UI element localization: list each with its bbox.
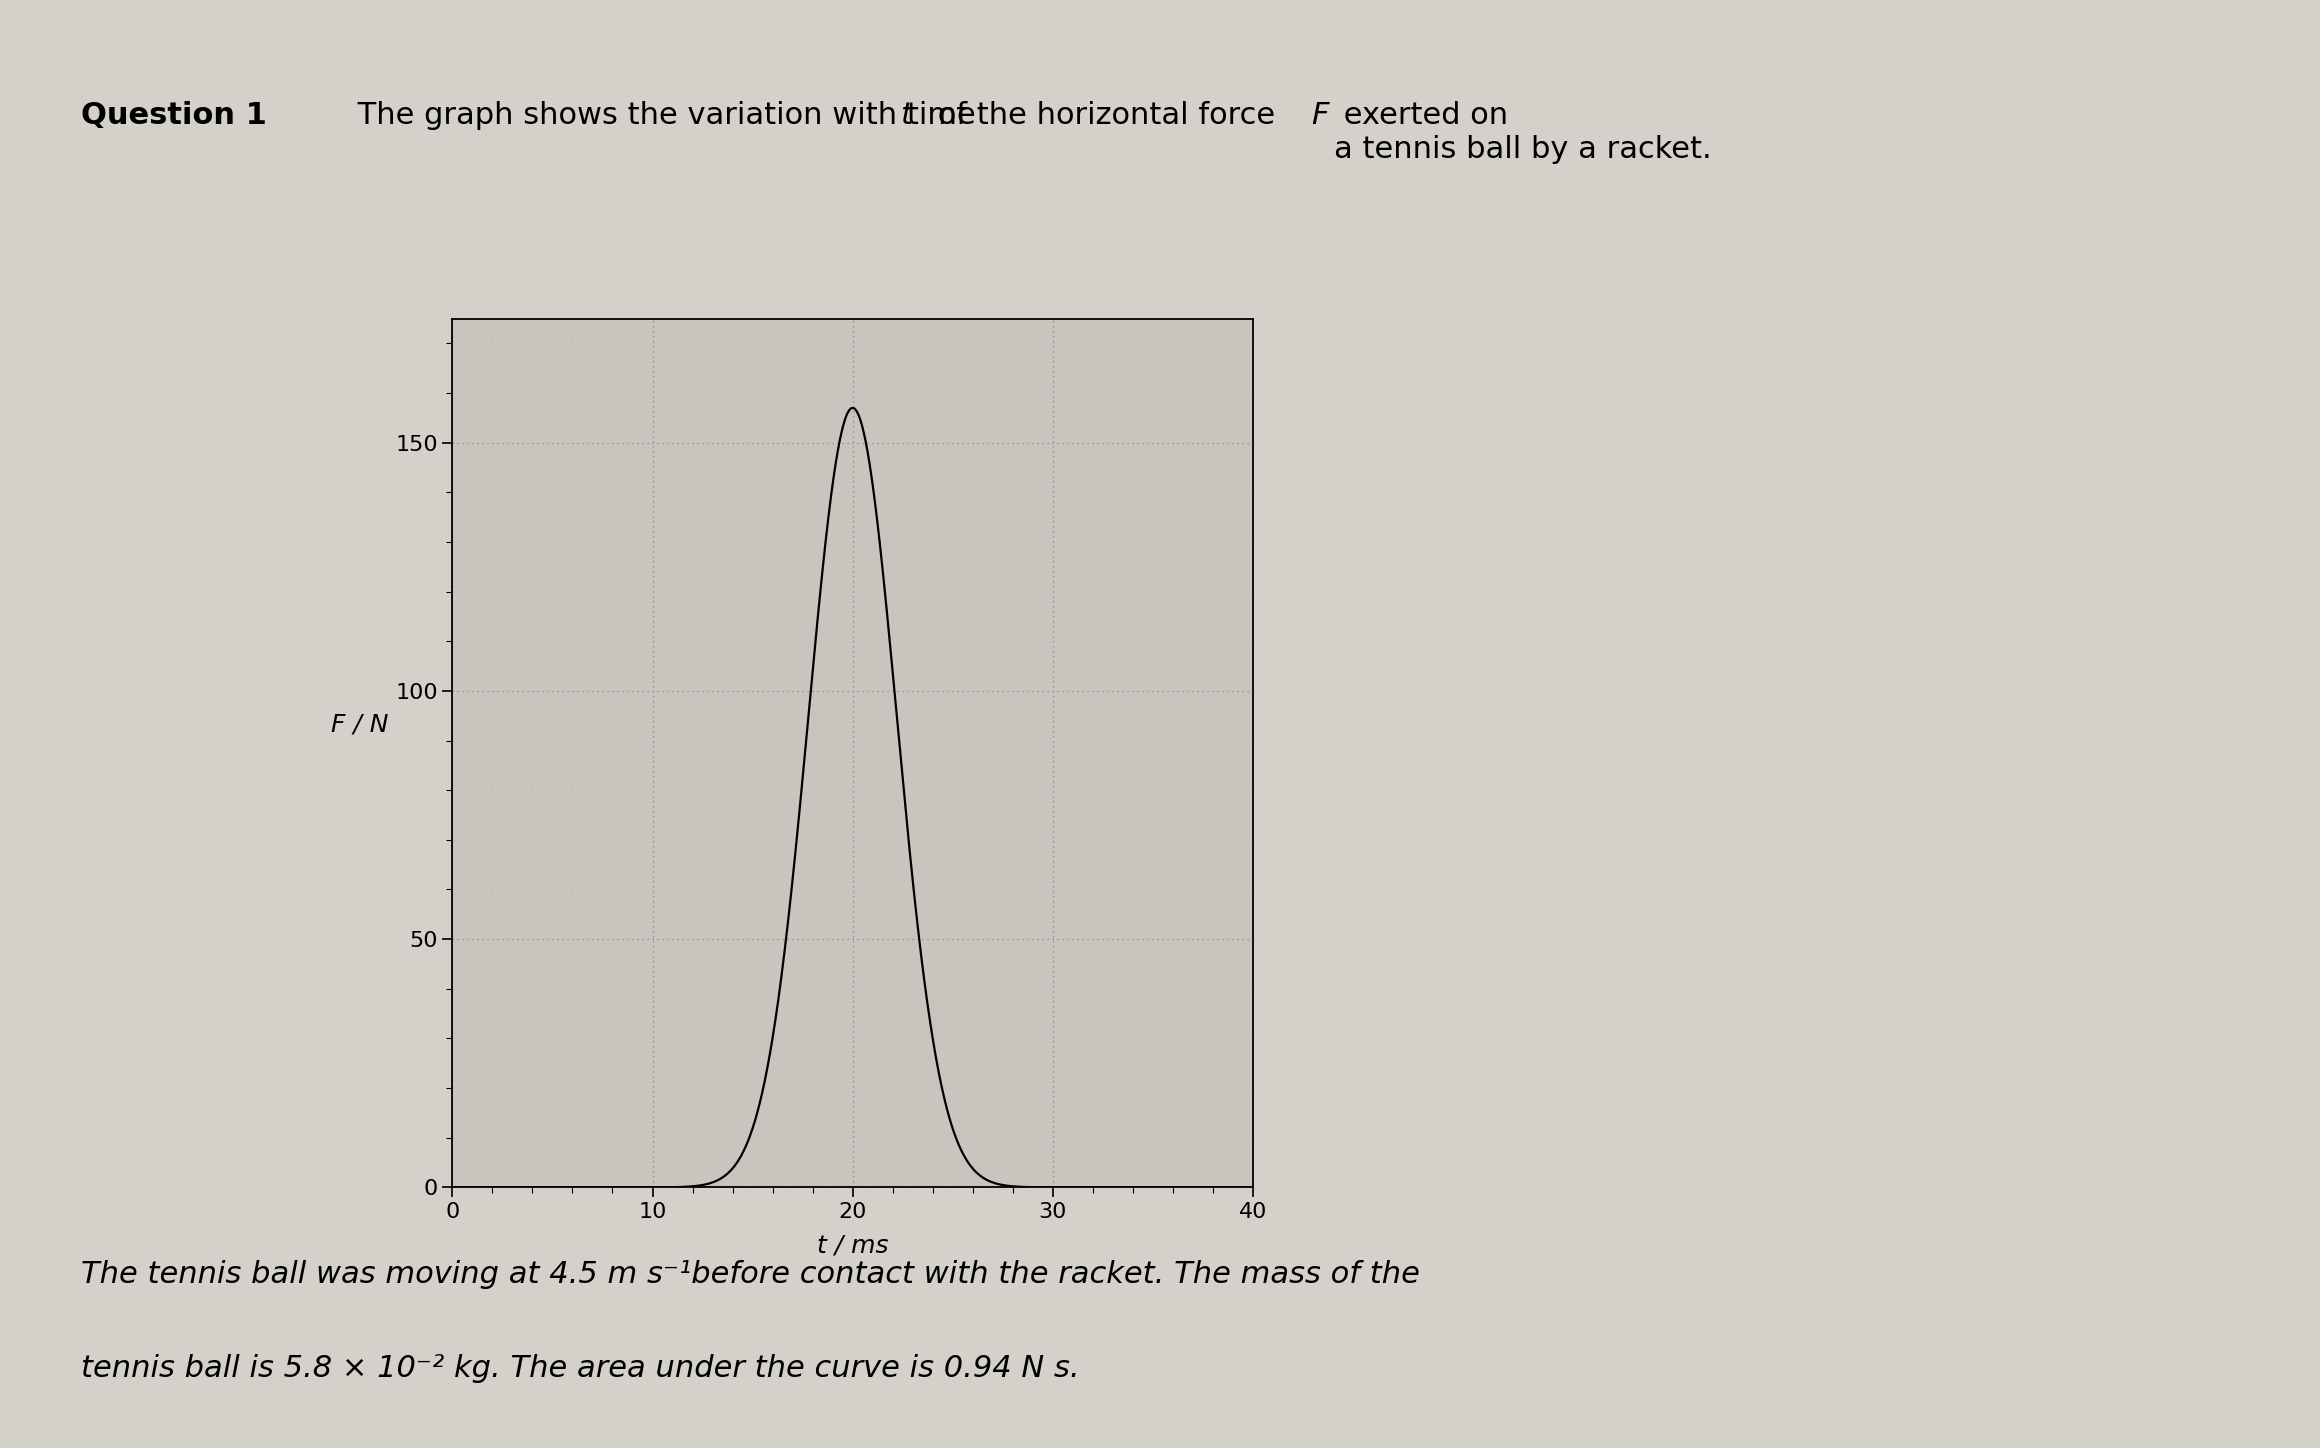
Text: F / N: F / N [332,712,387,736]
Text: Question 1: Question 1 [81,101,267,130]
Text: t: t [900,101,912,130]
X-axis label: t / ms: t / ms [817,1234,889,1257]
Text: exerted on
a tennis ball by a racket.: exerted on a tennis ball by a racket. [1334,101,1712,164]
Text: The tennis ball was moving at 4.5 m s⁻¹before contact with the racket. The mass : The tennis ball was moving at 4.5 m s⁻¹b… [81,1260,1420,1289]
Text: of the horizontal force: of the horizontal force [928,101,1285,130]
Text: tennis ball is 5.8 × 10⁻² kg. The area under the curve is 0.94 N s.: tennis ball is 5.8 × 10⁻² kg. The area u… [81,1354,1079,1383]
Text: F: F [1311,101,1329,130]
Text: The graph shows the variation with time: The graph shows the variation with time [348,101,986,130]
